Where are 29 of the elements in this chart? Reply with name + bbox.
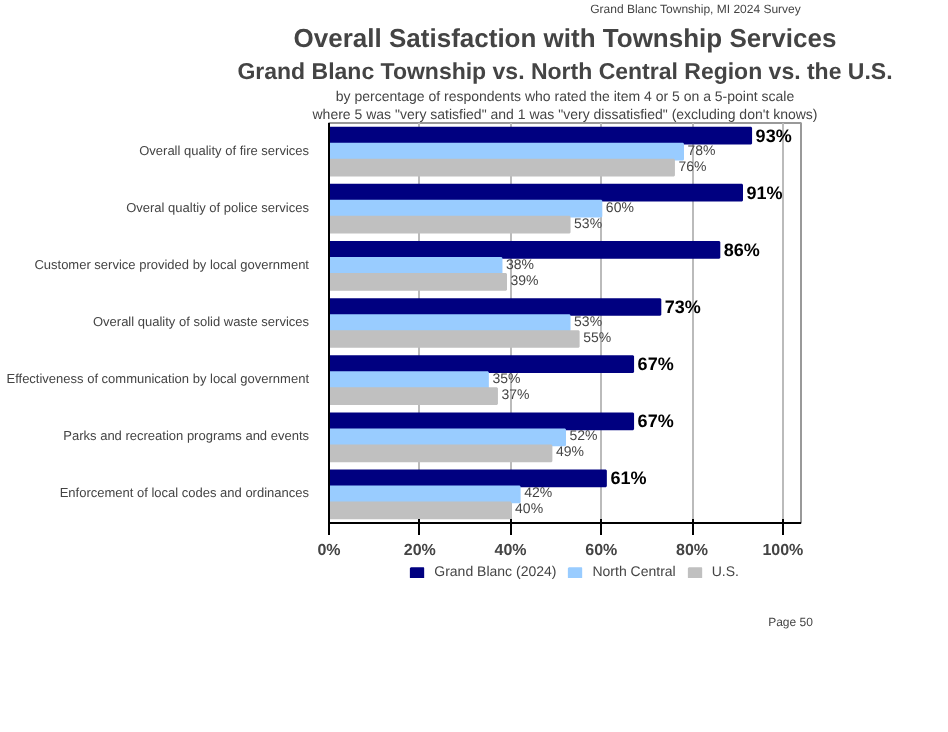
bar bbox=[329, 485, 521, 504]
x-tick-label: 100% bbox=[762, 541, 804, 559]
bar bbox=[329, 199, 603, 218]
bar bbox=[329, 428, 566, 447]
data-label: 93% bbox=[755, 125, 792, 146]
bar bbox=[329, 142, 684, 161]
x-tick-label: 80% bbox=[676, 541, 709, 559]
bar bbox=[329, 412, 635, 431]
x-tick-label: 40% bbox=[494, 541, 527, 559]
data-label: 67% bbox=[637, 354, 674, 375]
chart-subtitle: Grand Blanc Township vs. North Central Region vs. the U.S. bbox=[237, 61, 893, 85]
bar bbox=[329, 183, 743, 202]
bar bbox=[329, 241, 721, 259]
bar bbox=[329, 298, 662, 316]
x-tick-label: 60% bbox=[585, 541, 618, 559]
bar bbox=[329, 314, 571, 332]
data-label: 61% bbox=[610, 468, 647, 489]
x-tick-label: 20% bbox=[403, 541, 436, 559]
data-label: 67% bbox=[637, 411, 674, 432]
bar bbox=[329, 469, 607, 488]
bar bbox=[329, 126, 753, 145]
bar bbox=[329, 371, 489, 389]
bar bbox=[329, 257, 503, 275]
bar bbox=[329, 355, 635, 373]
data-label: 86% bbox=[723, 239, 760, 260]
data-label: 73% bbox=[664, 297, 701, 317]
chart-title: Overall Satisfaction with Township Services bbox=[293, 23, 837, 53]
data-label: 91% bbox=[746, 182, 783, 203]
x-tick-label: 0% bbox=[317, 541, 341, 559]
